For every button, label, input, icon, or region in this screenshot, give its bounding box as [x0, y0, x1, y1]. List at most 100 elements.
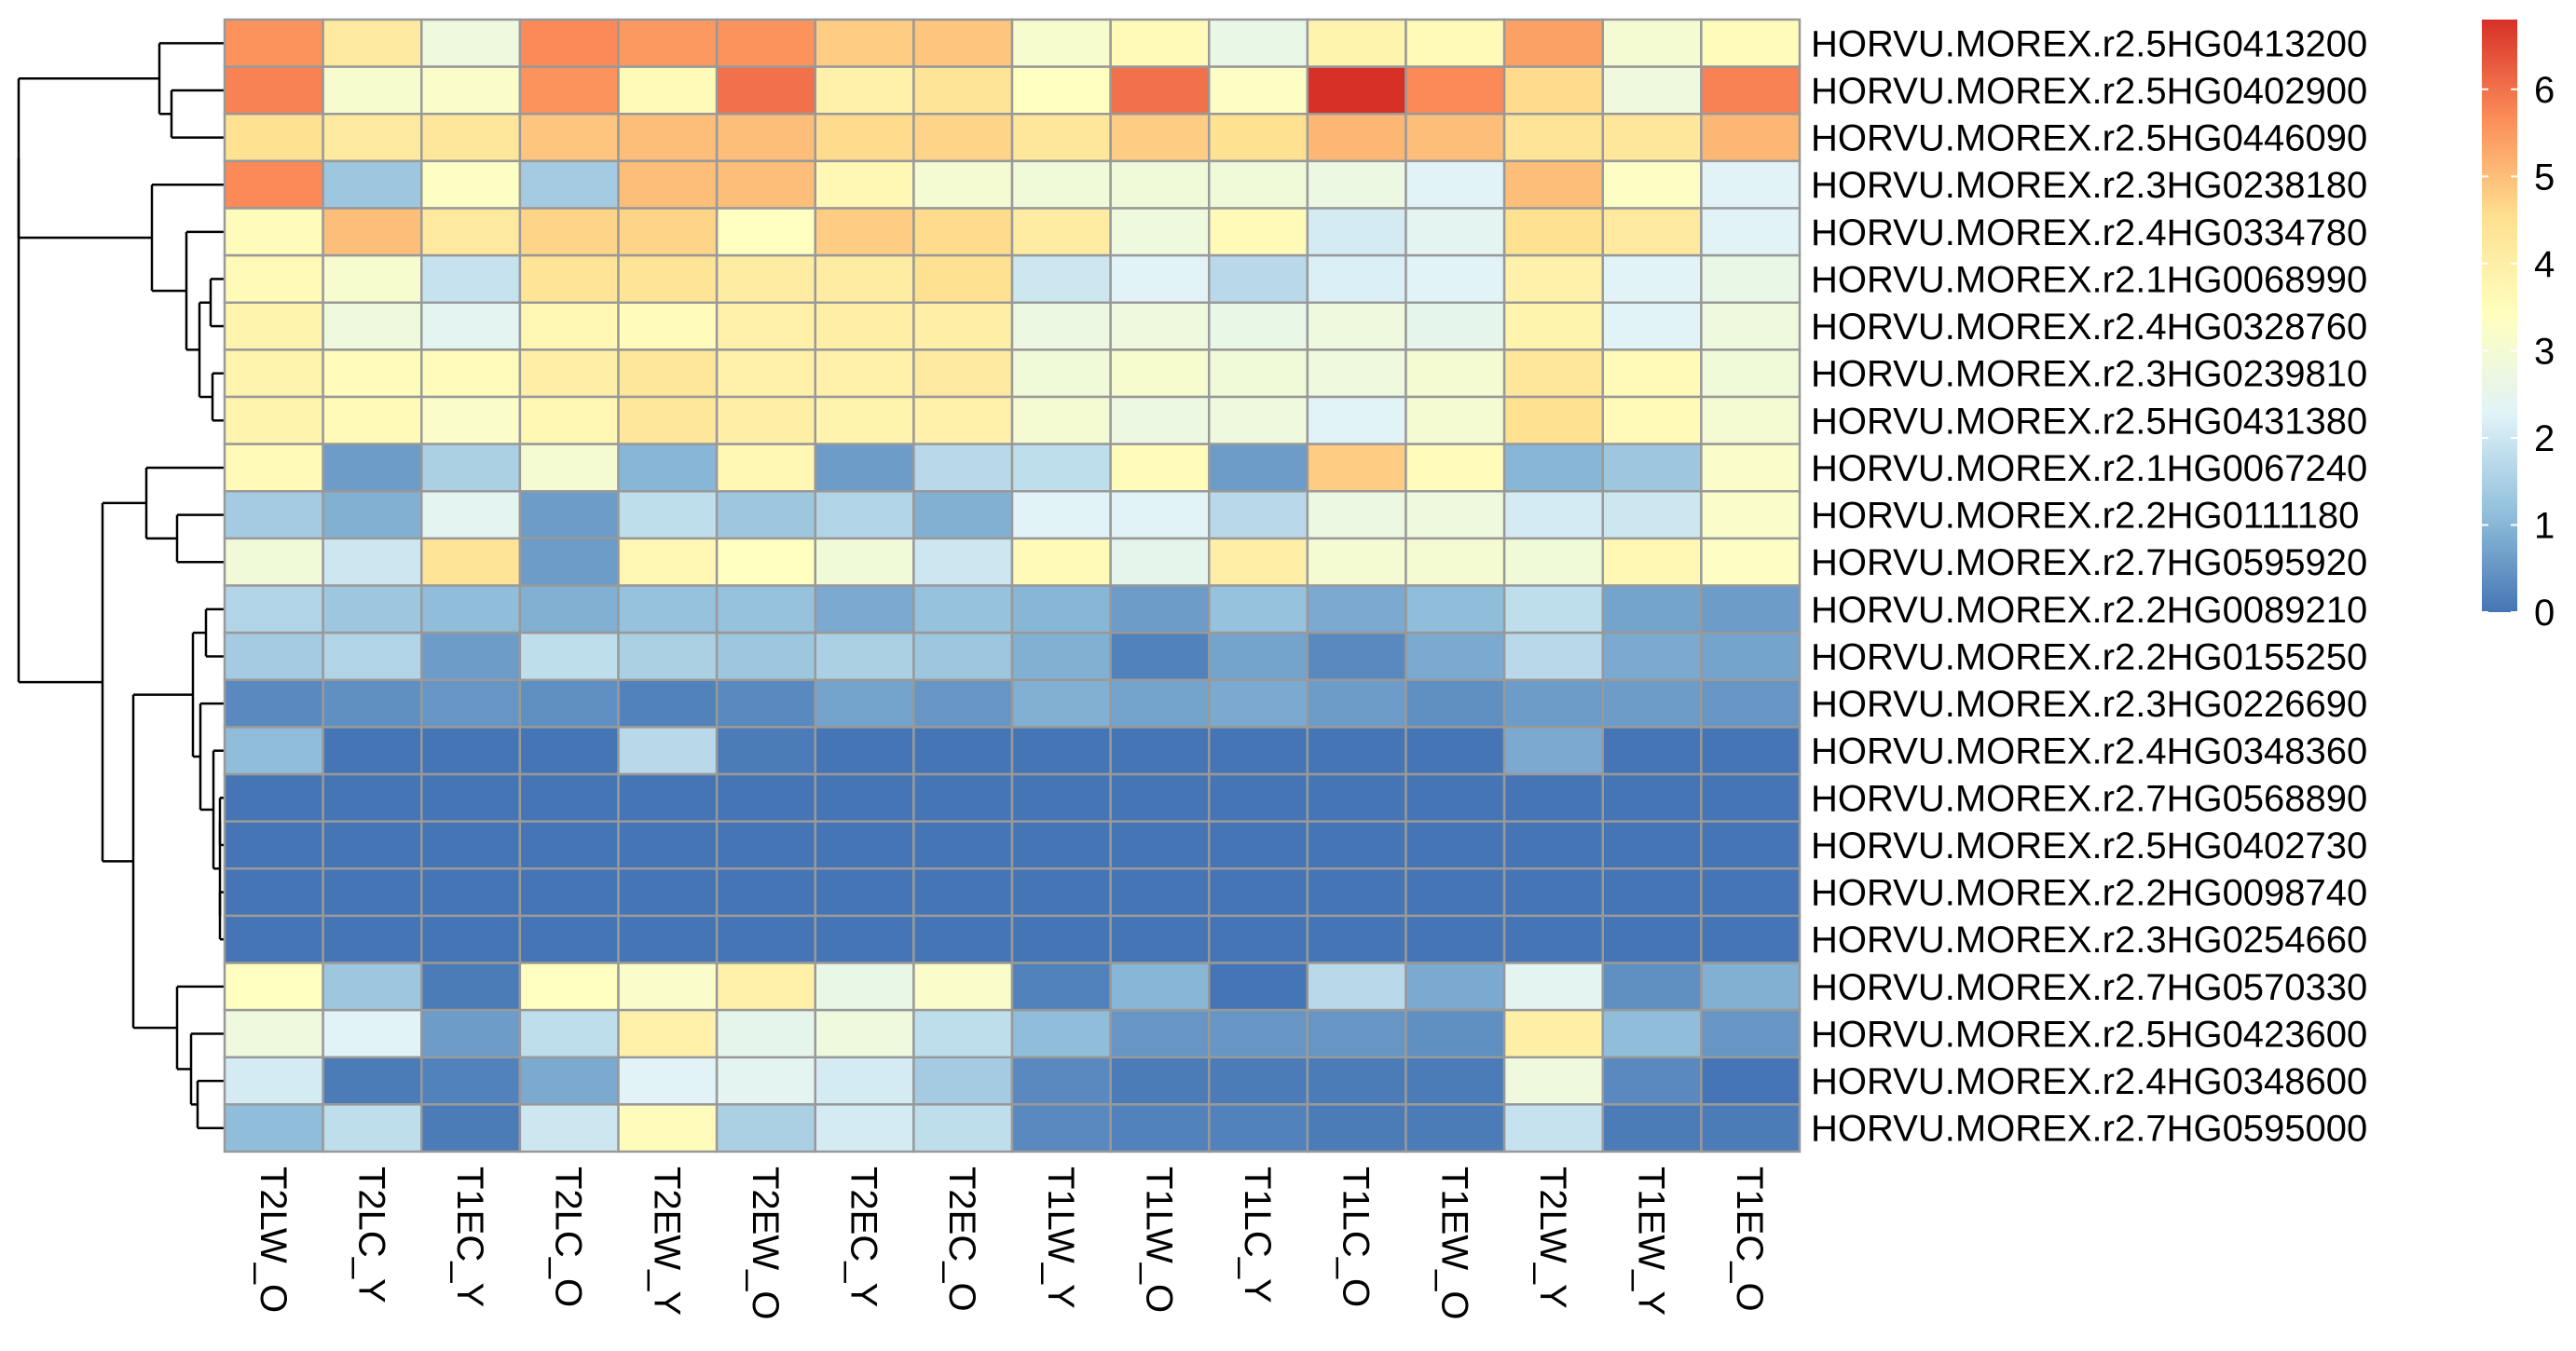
color-scale-tick-label: 3	[2534, 331, 2555, 372]
heatmap-cell	[223, 962, 324, 1012]
heatmap-cell	[1502, 820, 1604, 870]
heatmap-cell	[223, 537, 324, 587]
heatmap-cell	[420, 1056, 522, 1106]
heatmap-cell	[420, 395, 522, 445]
heatmap-cell	[1109, 395, 1211, 445]
heatmap-cell	[715, 348, 816, 399]
heatmap-cell	[1700, 443, 1802, 493]
heatmap-cell	[912, 301, 1014, 351]
heatmap-cell	[420, 301, 522, 351]
heatmap-cell	[1404, 914, 1506, 964]
heatmap-cell	[518, 113, 620, 163]
heatmap-cell	[1404, 65, 1506, 116]
heatmap-cell	[1404, 772, 1506, 823]
heatmap-cell	[1208, 18, 1309, 68]
heatmap-cell	[1109, 914, 1211, 964]
color-scale-tick-label: 0	[2534, 593, 2555, 634]
heatmap-cell	[420, 914, 522, 964]
heatmap-cell	[715, 1056, 816, 1106]
heatmap-cell	[322, 301, 423, 351]
column-label: T1LW_O	[1138, 1167, 1179, 1313]
heatmap-cell	[1502, 113, 1604, 163]
heatmap-cell	[1404, 395, 1506, 445]
heatmap-cell	[1700, 1008, 1802, 1058]
heatmap-cell	[1109, 348, 1211, 399]
heatmap-cell	[1109, 1056, 1211, 1106]
heatmap-cell	[1208, 726, 1309, 776]
column-label: T1LC_Y	[1237, 1167, 1278, 1303]
heatmap-cell	[715, 1103, 816, 1153]
heatmap-cell	[420, 537, 522, 587]
column-label: T1EW_O	[1433, 1167, 1474, 1319]
heatmap-cell	[1700, 1056, 1802, 1106]
heatmap-cell	[223, 348, 324, 399]
heatmap-cell	[715, 914, 816, 964]
heatmap-cell	[1010, 678, 1112, 729]
column-label: T1EW_Y	[1631, 1167, 1672, 1316]
heatmap-cell	[1109, 113, 1211, 163]
heatmap-cell	[420, 443, 522, 493]
heatmap-cell	[1502, 867, 1604, 918]
heatmap-cell	[814, 395, 915, 445]
heatmap-cell	[1601, 584, 1703, 635]
heatmap-cell	[912, 1008, 1014, 1058]
heatmap-cell	[1700, 772, 1802, 823]
heatmap-cell	[1700, 253, 1802, 304]
heatmap-cell	[617, 914, 719, 964]
heatmap-cell	[322, 1056, 423, 1106]
heatmap-cell	[1010, 348, 1112, 399]
heatmap-cell	[912, 490, 1014, 540]
heatmap-cell	[1109, 726, 1211, 776]
heatmap-cell	[1700, 301, 1802, 351]
heatmap-cell	[617, 678, 719, 729]
heatmap-cell	[1010, 253, 1112, 304]
column-label: T1EC_Y	[449, 1167, 490, 1307]
heatmap-cell	[223, 443, 324, 493]
heatmap-cell	[814, 820, 915, 870]
row-label: HORVU.MOREX.r2.3HG0226690	[1811, 684, 2367, 725]
heatmap-cell	[518, 584, 620, 635]
heatmap-cell	[1010, 1008, 1112, 1058]
heatmap-cell	[1502, 962, 1604, 1012]
heatmap-cell	[322, 867, 423, 918]
heatmap-cell	[1601, 253, 1703, 304]
heatmap-cell	[814, 113, 915, 163]
heatmap-cell	[223, 678, 324, 729]
heatmap-cell	[814, 584, 915, 635]
heatmap-cell	[1109, 584, 1211, 635]
heatmap-cell	[1601, 301, 1703, 351]
heatmap-cell	[715, 820, 816, 870]
heatmap-cell	[912, 159, 1014, 210]
heatmap-cell	[1306, 490, 1407, 540]
heatmap-cell	[1404, 159, 1506, 210]
row-label: HORVU.MOREX.r2.5HG0402730	[1811, 826, 2367, 867]
heatmap-cell	[1601, 537, 1703, 587]
heatmap-cell	[715, 65, 816, 116]
heatmap-cell	[1404, 1008, 1506, 1058]
heatmap-cell	[617, 1008, 719, 1058]
heatmap-cell	[223, 820, 324, 870]
column-labels: T2LW_O T2LC_Y T1EC_Y T2LC_O T2EW_Y T2EW_O T2EC…	[253, 1167, 1770, 1319]
heatmap-cell	[1404, 18, 1506, 68]
column-label: T2EC_Y	[843, 1167, 884, 1307]
heatmap-cell	[617, 1103, 719, 1153]
heatmap-cell	[617, 584, 719, 635]
heatmap-cell	[322, 443, 423, 493]
heatmap-cell	[518, 1056, 620, 1106]
heatmap-cell	[1404, 631, 1506, 681]
heatmap-cell	[1700, 1103, 1802, 1153]
heatmap-cell	[1601, 395, 1703, 445]
heatmap-cell	[1010, 18, 1112, 68]
heatmap-cell	[420, 820, 522, 870]
heatmap-cell	[715, 159, 816, 210]
heatmap-cell	[814, 348, 915, 399]
column-label: T2LW_O	[253, 1167, 294, 1313]
heatmap-cell	[322, 159, 423, 210]
heatmap-cell	[1601, 113, 1703, 163]
heatmap-cell	[1010, 914, 1112, 964]
heatmap-cells	[223, 18, 1802, 1153]
heatmap-cell	[1208, 159, 1309, 210]
heatmap-cell	[1502, 65, 1604, 116]
row-label: HORVU.MOREX.r2.2HG0089210	[1811, 590, 2367, 631]
heatmap-cell	[1306, 914, 1407, 964]
